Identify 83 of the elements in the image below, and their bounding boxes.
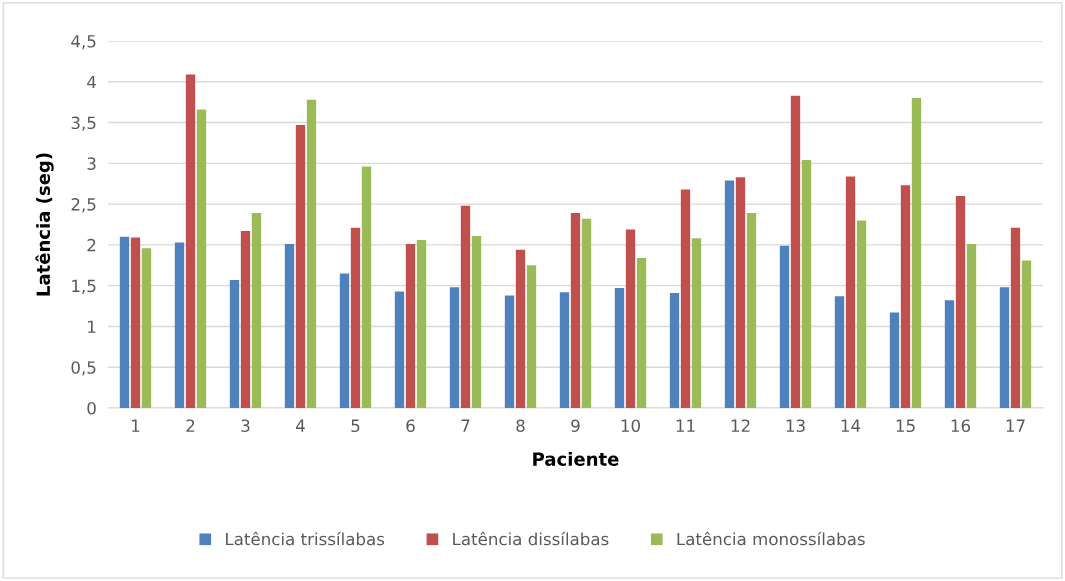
bar (834, 296, 845, 408)
bar (856, 220, 867, 408)
bar (614, 288, 625, 408)
x-axis-title: Paciente (533, 451, 619, 466)
bar (625, 229, 636, 408)
bar (306, 99, 317, 408)
bar (339, 273, 350, 408)
bar (240, 231, 251, 408)
bar (845, 176, 856, 408)
bar (471, 235, 482, 408)
x-tick-label: 8 (516, 419, 525, 433)
x-tick-label: 11 (676, 419, 695, 432)
x-tick-label: 17 (1006, 419, 1025, 432)
bar (515, 249, 526, 408)
legend-label: Latência dissílabas (453, 531, 609, 546)
bar (966, 244, 977, 408)
bar (669, 293, 680, 408)
bar (394, 291, 405, 408)
x-tick-label: 3 (241, 419, 250, 433)
x-tick-label: 6 (406, 419, 415, 433)
y-axis-title: Latência (seg) (35, 153, 54, 296)
bar (229, 279, 240, 408)
bar (559, 292, 570, 408)
x-tick-label: 7 (461, 419, 470, 432)
y-tick-label: 1,5 (72, 279, 96, 294)
bar (361, 166, 372, 408)
bar (779, 245, 790, 408)
y-tick-label: 0,5 (71, 361, 96, 376)
bar (790, 95, 801, 408)
legend-label: Latência trissílabas (226, 531, 385, 546)
bar (911, 98, 922, 408)
bar (504, 295, 515, 408)
bar (130, 237, 141, 408)
bar (691, 238, 702, 408)
bar (999, 287, 1010, 408)
bar (1021, 260, 1032, 408)
y-tick-label: 2,5 (71, 198, 96, 213)
x-tick-label: 9 (571, 419, 580, 433)
bar (416, 240, 427, 408)
bar (141, 248, 152, 408)
x-tick-label: 12 (731, 419, 750, 432)
bar (955, 195, 966, 408)
x-tick-label: 4 (296, 419, 305, 432)
bar (944, 300, 955, 408)
y-tick-label: 4,5 (71, 35, 96, 50)
bar (526, 265, 537, 408)
y-tick-label: 2 (87, 238, 96, 252)
y-tick-label: 3,5 (71, 116, 96, 131)
bar (735, 177, 746, 408)
bar (251, 213, 262, 408)
bar (174, 242, 185, 408)
bar (1010, 227, 1021, 408)
bar (284, 244, 295, 408)
x-tick-label: 15 (896, 419, 915, 433)
x-tick-label: 5 (351, 419, 360, 433)
bar (724, 180, 735, 408)
bar (581, 218, 592, 408)
bar (185, 74, 196, 408)
y-tick-label: 0 (87, 401, 96, 415)
bar (119, 236, 130, 408)
legend-label: Latência monossílabas (677, 531, 865, 546)
x-tick-label: 10 (621, 419, 640, 433)
bar (460, 205, 471, 408)
y-tick-label: 3 (87, 157, 96, 170)
bar (449, 287, 460, 408)
bar (801, 160, 812, 408)
bar (746, 213, 757, 408)
y-tick-label: 4 (87, 75, 96, 89)
x-tick-label: 1 (132, 419, 140, 432)
bar (900, 185, 911, 408)
bar (570, 213, 581, 408)
bar (350, 227, 361, 408)
x-tick-label: 13 (786, 419, 805, 433)
bar (196, 109, 207, 408)
x-tick-label: 16 (951, 419, 971, 433)
bar (295, 125, 306, 408)
bar (405, 244, 416, 408)
x-tick-label: 2 (186, 419, 195, 432)
bar (889, 312, 900, 408)
x-tick-label: 14 (841, 419, 861, 432)
y-tick-label: 1 (88, 320, 96, 333)
bar (636, 257, 647, 408)
bar (680, 189, 691, 408)
